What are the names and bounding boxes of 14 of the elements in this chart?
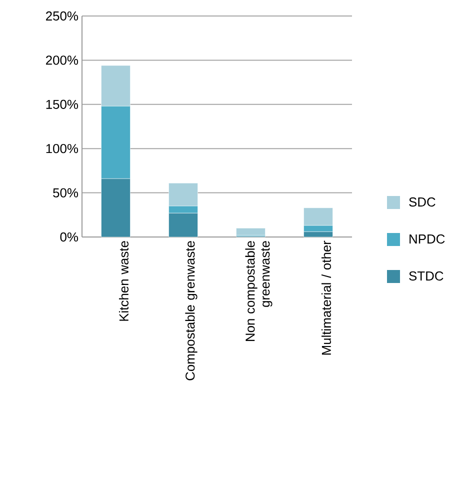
y-tick-label: 0% [60,232,78,242]
x-tick-label: Multimaterial / other [321,240,331,355]
y-tick-label: 150% [46,100,78,109]
legend-label: STDC [409,271,444,281]
legend-label: SDC [409,197,436,207]
y-tick-label: 50% [53,188,78,198]
x-tick-label: Compostable grenwaste [185,241,198,380]
y-tick-label: 100% [46,144,78,154]
x-tick-label: Non compostable greenwaste [245,241,272,341]
legend-label: NPDC [410,234,445,244]
y-tick-label: 250% [46,11,78,21]
y-tick-label: 200% [46,56,78,65]
bar [236,228,266,236]
x-tick-label: Kitchen waste [118,241,128,321]
